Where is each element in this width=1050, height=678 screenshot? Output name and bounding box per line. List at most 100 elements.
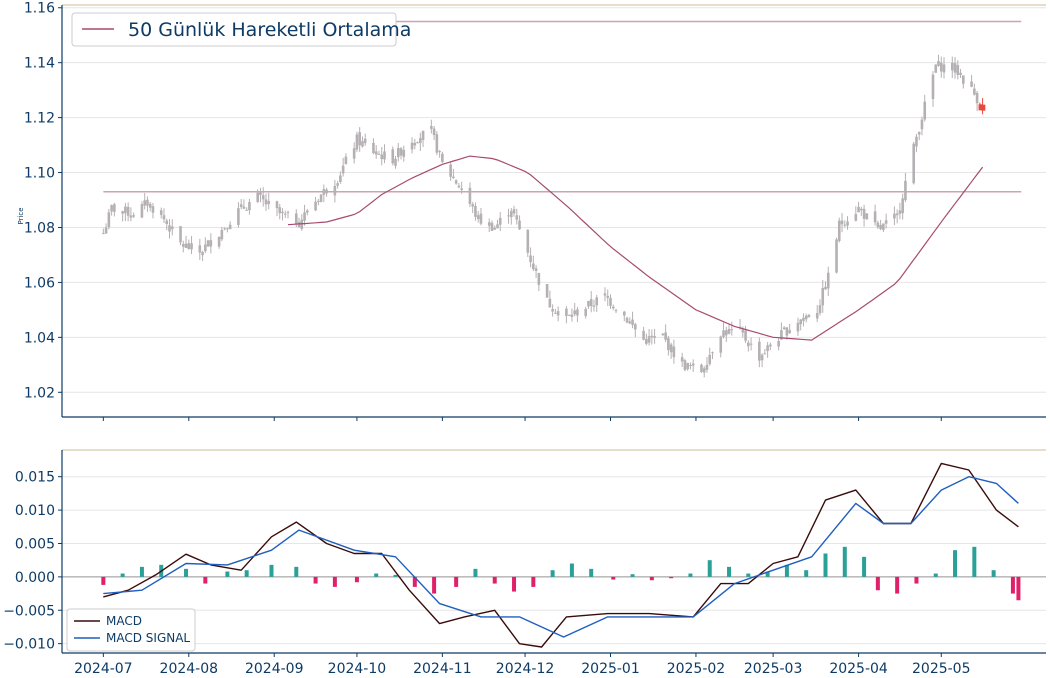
histogram-bar [862,556,867,577]
candle-body [374,151,378,155]
candle-body [727,328,731,334]
legend-box [71,12,397,47]
candle-body [526,229,530,253]
candle-body [126,206,130,216]
candle-body [355,134,359,150]
candle-body [931,74,935,100]
candle-body [226,228,229,230]
y-tick-label: 1.14 [24,56,55,72]
candle-body [744,330,747,341]
candle-body [204,244,207,252]
candle-body [190,243,193,250]
candle-body [532,263,535,270]
histogram-bar [991,570,996,577]
candle-body [700,364,703,372]
candle-body [950,62,954,71]
candle-body [110,205,113,212]
candle-body [438,151,441,153]
candle-body [595,297,599,306]
candle-body [159,210,163,215]
candle-body [824,286,827,290]
candle-body [606,295,610,298]
candle-body [181,243,185,247]
candle-body [625,317,629,323]
histogram-bar [531,576,536,587]
candle-body [865,213,869,220]
candle-body [198,245,202,253]
candle-body [396,148,400,158]
candle-body [760,354,764,361]
candle-body [132,215,135,217]
candle-body [545,284,549,298]
histogram-bar [101,576,106,585]
y-tick-label: 1.12 [24,111,55,127]
candle-body [785,327,789,336]
candle-body [402,149,406,157]
candle-body [975,92,979,104]
candle-body [507,215,510,217]
candle-body [934,64,938,73]
candle-body [614,310,618,312]
histogram-bar [393,574,398,577]
candle-body [383,151,386,160]
histogram-bar [914,576,919,584]
candle-body [471,204,474,207]
candle-body [884,220,888,224]
histogram-bar [492,576,497,584]
candle-body [419,138,422,144]
candle-body [840,220,844,225]
candle-body [140,204,144,218]
histogram-bar [294,566,299,577]
candle-body [628,321,632,324]
histogram-bar [550,570,555,577]
candle-body [587,300,590,307]
candle-body [973,88,976,95]
candle-body [661,333,665,336]
x-tick-label: 2024-07 [74,661,133,677]
y-tick-label: 0.005 [15,536,55,552]
candle-body [769,344,772,347]
histogram-bar [269,564,274,577]
candle-body [143,200,146,206]
x-tick-label: 2024-08 [160,661,219,677]
candle-body [647,336,651,343]
candle-body [237,208,240,225]
candle-body [724,330,728,336]
histogram-bar [746,573,751,577]
candle-body [124,206,127,214]
candle-body [837,220,841,241]
candle-body [741,329,745,333]
candle-body [121,211,124,214]
candle-body [702,368,706,373]
candle-body [664,332,667,340]
macd-histogram [101,546,1021,601]
candle-body [217,236,221,247]
candle-body [168,225,171,232]
candle-body [777,340,780,347]
candle-body [821,288,825,306]
candle-body [151,206,155,213]
candle-body [435,134,439,153]
candle-body [170,226,174,230]
candle-body [882,223,885,230]
candle-body [835,239,838,273]
candle-body [780,330,783,340]
histogram-bar [688,573,693,577]
candle-body [978,104,983,111]
candle-body [565,308,568,316]
candle-body [711,352,714,354]
legend-label: MACD [106,614,142,628]
candlestick-series [102,54,986,378]
candle-body [763,353,767,355]
candle-body [498,217,502,225]
candle-body [788,330,791,334]
candle-body [209,240,213,247]
candle-body [570,314,574,317]
candle-body [339,175,342,182]
candle-body [259,191,262,195]
y-tick-label: 1.06 [24,275,55,291]
candle-body [220,229,224,240]
candle-body [758,341,761,361]
candle-body [611,306,615,309]
candle-body [683,360,687,371]
